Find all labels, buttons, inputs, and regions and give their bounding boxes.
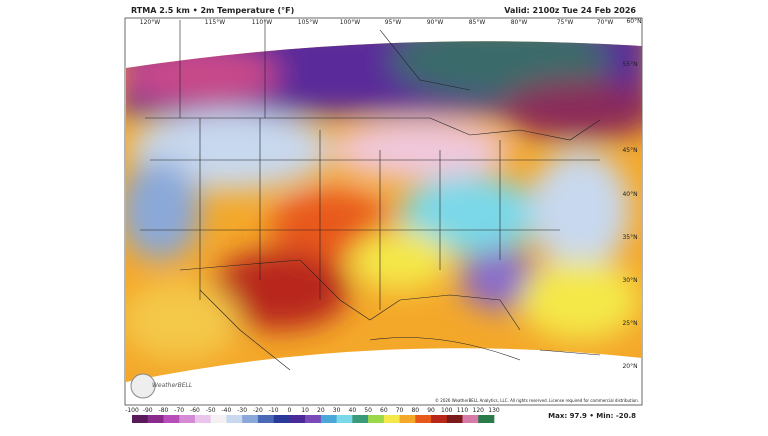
colorbar-segment — [132, 415, 149, 423]
longitude-label: 75°W — [557, 19, 574, 26]
colorbar-label: 20 — [317, 407, 325, 414]
colorbar-label: 40 — [349, 407, 357, 414]
colorbar-label: 90 — [427, 407, 435, 414]
colorbar-label: -80 — [159, 407, 169, 414]
colorbar-label: 70 — [396, 407, 404, 414]
colorbar-label: -70 — [174, 407, 184, 414]
latitude-label: 60°N — [626, 18, 641, 25]
colorbar-segment — [383, 415, 400, 423]
latitude-label: 55°N — [622, 61, 637, 68]
valid-time: Valid: 2100z Tue 24 Feb 2026 — [504, 6, 636, 15]
boundaries — [140, 20, 601, 371]
colorbar-label: 0 — [287, 407, 291, 414]
colorbar-label: -30 — [237, 407, 247, 414]
colorbar-label: 120 — [473, 407, 485, 414]
colorbar-segment — [368, 415, 385, 423]
colorbar-segment — [257, 415, 274, 423]
colorbar-label: 60 — [380, 407, 388, 414]
colorbar-label: -40 — [222, 407, 232, 414]
latitude-label: 30°N — [622, 277, 637, 284]
longitude-label: 80°W — [511, 19, 528, 26]
latitude-label: 35°N — [622, 234, 637, 241]
colorbar-label: -60 — [190, 407, 200, 414]
colorbar-segment — [431, 415, 448, 423]
colorbar-label: -90 — [143, 407, 153, 414]
copyright: © 2026 WeatherBELL Analytics, LLC. All r… — [435, 398, 639, 403]
colorbar-segment — [336, 415, 353, 423]
logo-icon — [130, 373, 156, 399]
colorbar-label: -100 — [125, 407, 139, 414]
longitude-label: 120°W — [140, 19, 160, 26]
colorbar-segment — [147, 415, 164, 423]
colorbar-label: -20 — [253, 407, 263, 414]
colorbar-segment — [163, 415, 180, 423]
colorbar-label: 30 — [333, 407, 341, 414]
colorbar-label: -10 — [269, 407, 279, 414]
colorbar-label: 110 — [457, 407, 469, 414]
latitude-label: 20°N — [622, 363, 637, 370]
longitude-labels: 120°W 115°W 110°W 105°W 100°W 95°W 90°W 85°W 80°… — [140, 19, 614, 26]
longitude-label: 115°W — [205, 19, 225, 26]
colorbar-segment — [415, 415, 432, 423]
colorbar-segment — [194, 415, 211, 423]
colorbar-label: 10 — [301, 407, 309, 414]
colorbar-segment — [179, 415, 196, 423]
temperature-field — [126, 41, 642, 382]
latitude-label: 45°N — [622, 147, 637, 154]
colorbar-segment — [210, 415, 227, 423]
latitude-label: 40°N — [622, 191, 637, 198]
latitude-label: 25°N — [622, 320, 637, 327]
colorbar-label: 80 — [411, 407, 419, 414]
colorbar-label: 100 — [441, 407, 453, 414]
colorbar-segment — [462, 415, 479, 423]
colorbar-segment — [273, 415, 290, 423]
longitude-label: 100°W — [340, 19, 360, 26]
colorbar-segment — [320, 415, 337, 423]
title: RTMA 2.5 km • 2m Temperature (°F) — [131, 6, 294, 15]
colorbar-segment — [399, 415, 416, 423]
colorbar-segment — [242, 415, 259, 423]
longitude-label: 90°W — [427, 19, 444, 26]
colorbar-segment — [289, 415, 306, 423]
colorbar-label: 50 — [364, 407, 372, 414]
stats: Max: 97.9 • Min: -20.8 — [548, 412, 636, 420]
longitude-label: 70°W — [597, 19, 614, 26]
colorbar: -100 -90 -80 -70 -60 -50 -40 -30 -20 -10 0 10 20 30 40… — [125, 407, 500, 423]
colorbar-segment — [226, 415, 243, 423]
colorbar-segment — [446, 415, 463, 423]
longitude-label: 110°W — [252, 19, 272, 26]
latitude-labels: 60°N 55°N 45°N 40°N 35°N 30°N 25°N 20°N — [622, 18, 641, 370]
colorbar-segment — [478, 415, 495, 423]
longitude-label: 95°W — [385, 19, 402, 26]
colorbar-label: 130 — [488, 407, 500, 414]
logo: WeatherBELL — [152, 382, 192, 389]
colorbar-segment — [305, 415, 322, 423]
longitude-label: 85°W — [469, 19, 486, 26]
longitude-label: 105°W — [298, 19, 318, 26]
colorbar-segment — [352, 415, 369, 423]
colorbar-label: -50 — [206, 407, 216, 414]
